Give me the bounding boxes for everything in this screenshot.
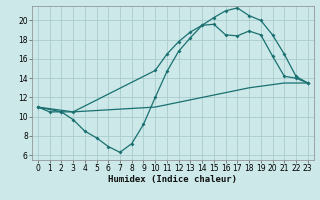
X-axis label: Humidex (Indice chaleur): Humidex (Indice chaleur) — [108, 175, 237, 184]
